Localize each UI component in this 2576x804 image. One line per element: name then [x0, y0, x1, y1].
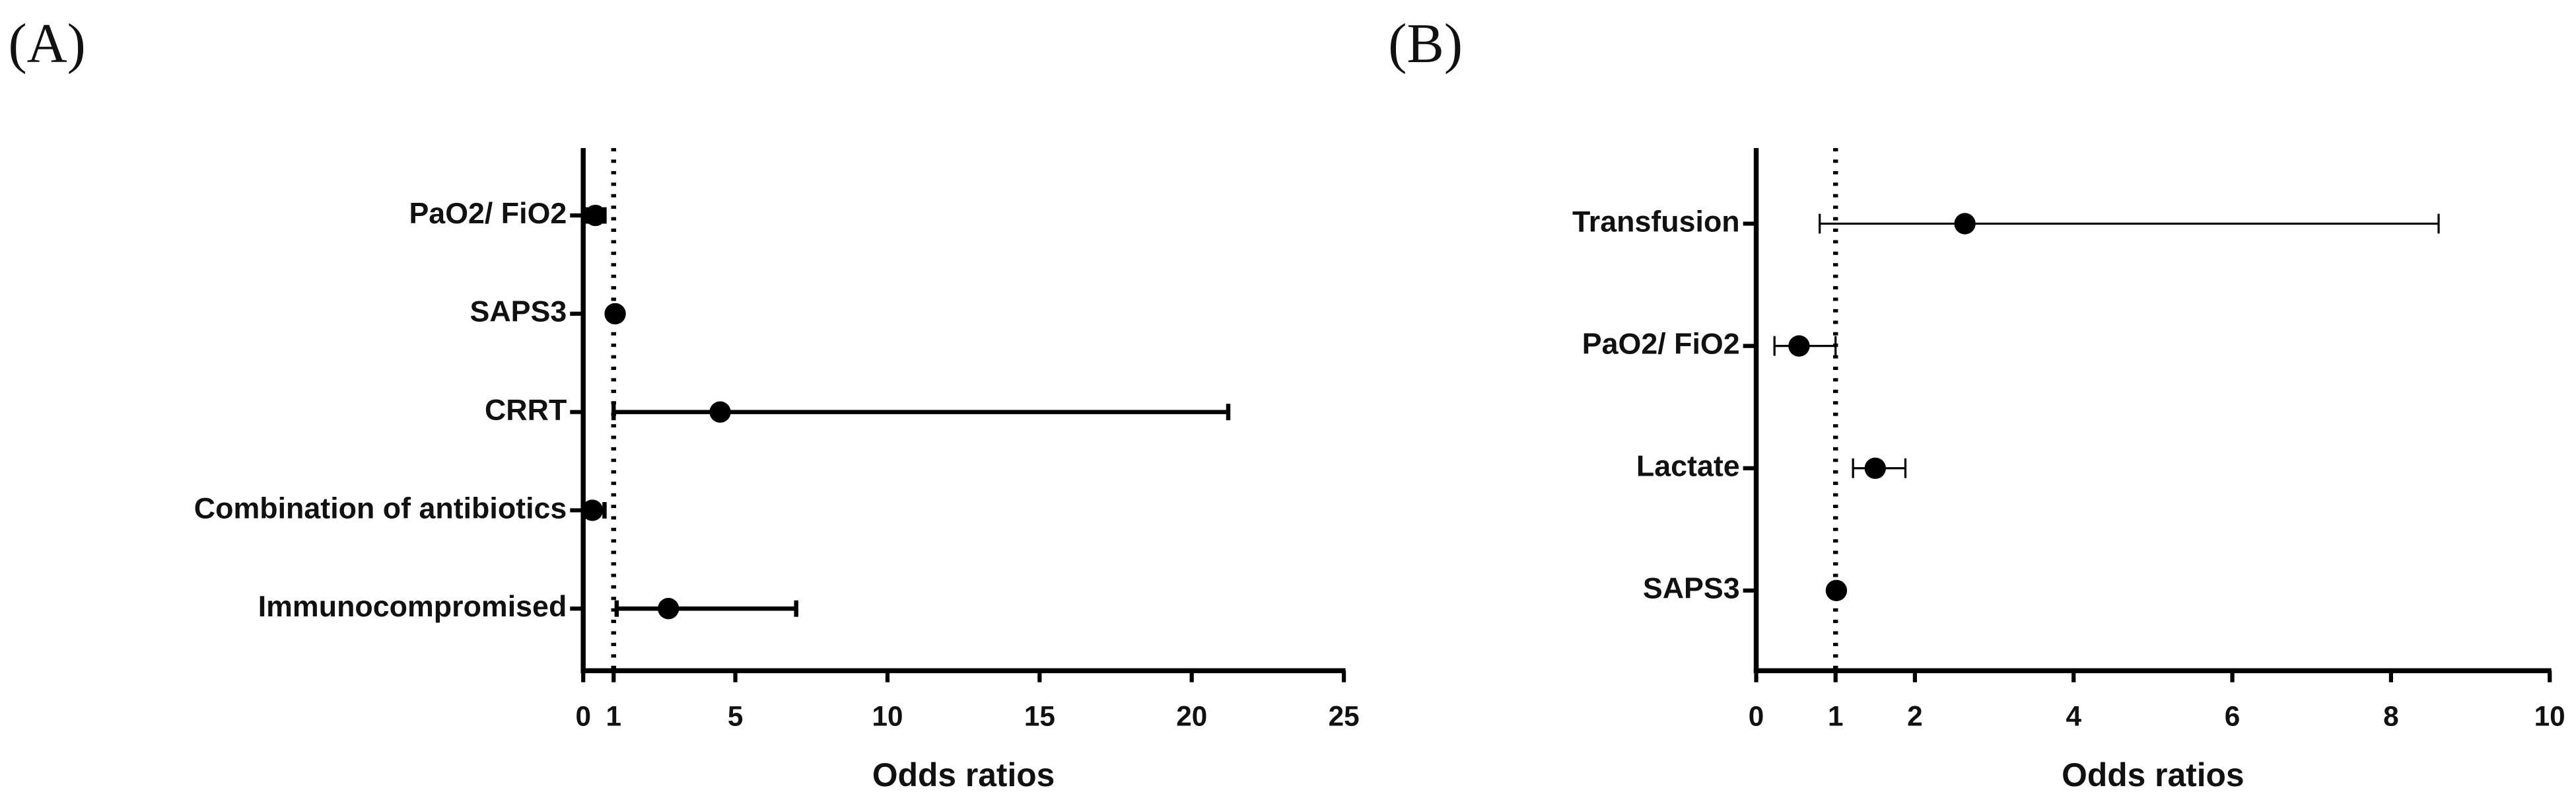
y-tick-label: Lactate — [1636, 450, 1740, 483]
x-tick-label: 5 — [728, 701, 744, 732]
odds-ratio-point — [581, 499, 604, 521]
x-tick-label: 0 — [1749, 701, 1764, 732]
x-axis-label: Odds ratios — [2062, 756, 2244, 793]
y-tick-label: SAPS3 — [1643, 572, 1740, 605]
y-tick-label: PaO2/ FiO2 — [1582, 327, 1740, 360]
x-tick-label: 4 — [2066, 701, 2081, 732]
x-axis-label: Odds ratios — [872, 756, 1055, 793]
x-tick-label: 25 — [1329, 701, 1360, 732]
y-tick-label: PaO2/ FiO2 — [409, 197, 567, 230]
odds-ratio-point — [1864, 457, 1886, 479]
y-tick-label: Immunocompromised — [258, 590, 567, 623]
odds-ratio-point — [658, 598, 679, 620]
odds-ratio-point — [1788, 335, 1810, 357]
y-tick-label: CRRT — [485, 394, 567, 427]
panel-label: (A) — [8, 13, 85, 75]
x-tick-label: 1 — [606, 701, 622, 732]
y-tick-label: Combination of antibiotics — [194, 492, 567, 525]
y-tick-label: Transfusion — [1572, 205, 1740, 238]
odds-ratio-point — [1954, 213, 1976, 235]
odds-ratio-point — [604, 303, 626, 325]
x-tick-label: 10 — [2534, 701, 2565, 732]
odds-ratio-point — [584, 204, 606, 227]
x-tick-label: 2 — [1907, 701, 1923, 732]
x-tick-label: 20 — [1176, 701, 1207, 732]
x-tick-label: 10 — [872, 701, 903, 732]
x-tick-label: 6 — [2225, 701, 2241, 732]
x-tick-label: 1 — [1828, 701, 1844, 732]
odds-ratio-point — [1825, 579, 1848, 602]
y-tick-label: SAPS3 — [470, 295, 567, 328]
panel-label: (B) — [1388, 13, 1463, 75]
x-tick-label: 8 — [2383, 701, 2399, 732]
odds-ratio-point — [709, 401, 731, 423]
x-tick-label: 0 — [575, 701, 591, 732]
x-tick-label: 15 — [1024, 701, 1055, 732]
